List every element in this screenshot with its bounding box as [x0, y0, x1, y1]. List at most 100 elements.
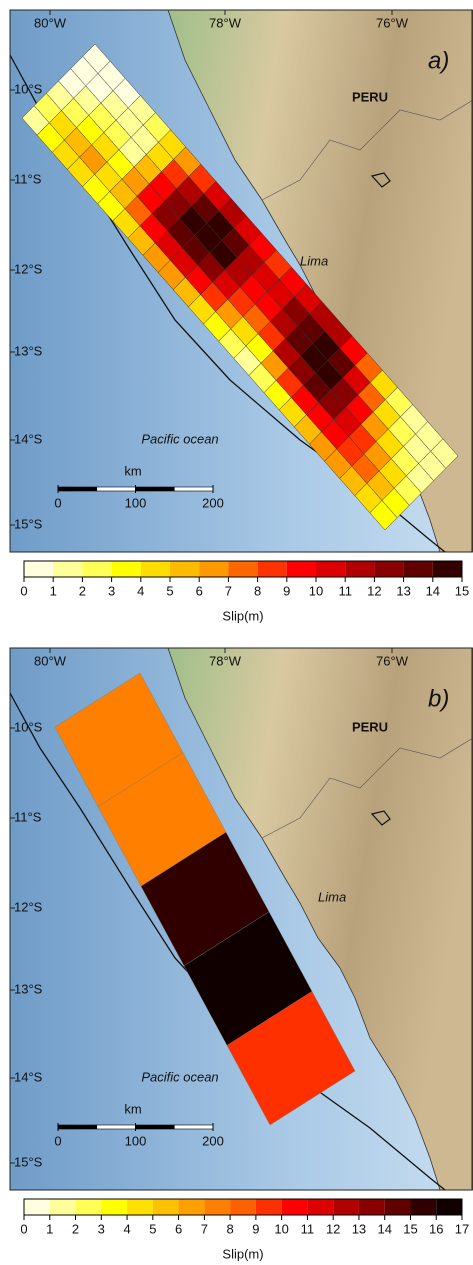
scale-segment [97, 487, 136, 491]
colorbar-segment [179, 1199, 205, 1215]
colorbar-tick-label: 17 [455, 1221, 469, 1236]
colorbar-tick-label: 1 [46, 1221, 53, 1236]
colorbar-tick-label: 10 [309, 583, 323, 598]
scale-label: 200 [202, 495, 224, 510]
colorbar-segment [204, 1199, 230, 1215]
lon-label: 80°W [34, 15, 67, 30]
colorbar-segment [112, 561, 141, 577]
ocean-label: Pacific ocean [141, 431, 218, 446]
colorbar-segment [258, 561, 287, 577]
scale-label: 200 [202, 1133, 224, 1148]
ocean-label: Pacific ocean [141, 1069, 218, 1084]
lat-label: 15°S [14, 1154, 43, 1169]
colorbar-segment [53, 561, 82, 577]
colorbar-segment [359, 1199, 385, 1215]
lat-label: 14°S [14, 431, 43, 446]
colorbar-segment [385, 1199, 411, 1215]
colorbar-tick-label: 8 [227, 1221, 234, 1236]
scale-label: 100 [125, 1133, 147, 1148]
colorbar-segment [316, 561, 345, 577]
colorbar-segment [230, 1199, 256, 1215]
colorbar-segment [153, 1199, 179, 1215]
scale-label: 100 [125, 495, 147, 510]
scale-label: 0 [54, 495, 61, 510]
colorbar-segment [76, 1199, 102, 1215]
scale-segment [97, 1125, 136, 1129]
scale-segment [58, 487, 97, 491]
colorbar-tick-label: 14 [426, 583, 440, 598]
city-label: Lima [318, 889, 346, 904]
colorbar-tick-label: 4 [123, 1221, 130, 1236]
colorbar-segment [333, 1199, 359, 1215]
scale-unit: km [124, 1101, 141, 1116]
panel-label: a) [428, 47, 449, 74]
colorbar-tick-label: 0 [20, 1221, 27, 1236]
city-label: Lima [300, 253, 328, 268]
colorbar-segment [199, 561, 228, 577]
colorbar-tick-label: 16 [429, 1221, 443, 1236]
colorbar-segment [436, 1199, 462, 1215]
colorbar-segment [410, 1199, 436, 1215]
lat-label: 11°S [14, 171, 42, 186]
colorbar-segment [256, 1199, 282, 1215]
colorbar-tick-label: 11 [338, 583, 352, 598]
colorbar-title: Slip(m) [222, 1246, 263, 1261]
lat-label: 10°S [14, 81, 43, 96]
scale-segment [58, 1125, 97, 1129]
colorbar-tick-label: 2 [72, 1221, 79, 1236]
scale-segment [136, 487, 175, 491]
figure: 80°W 78°W 76°W 10°S 11°S 12°S 13°S 14°S 15°S a) PE… [0, 0, 473, 1265]
colorbar-segment [50, 1199, 76, 1215]
colorbar-tick-label: 2 [79, 583, 86, 598]
scale-unit: km [124, 463, 141, 478]
lat-label: 13°S [14, 981, 43, 996]
colorbar-segment [228, 561, 257, 577]
colorbar-tick-label: 8 [254, 583, 261, 598]
colorbar-tick-label: 6 [196, 583, 203, 598]
colorbar-tick-label: 9 [252, 1221, 259, 1236]
colorbar-segment [24, 561, 53, 577]
colorbar-tick-label: 4 [137, 583, 144, 598]
colorbar-segment [82, 561, 111, 577]
colorbar-tick-label: 5 [149, 1221, 156, 1236]
colorbar-tick-label: 6 [175, 1221, 182, 1236]
scale-label: 0 [54, 1133, 61, 1148]
country-label: PERU [352, 719, 388, 734]
colorbar-segment [170, 561, 199, 577]
colorbar-tick-label: 11 [301, 1221, 315, 1236]
colorbar-segment [433, 561, 462, 577]
colorbar-segment [141, 561, 170, 577]
lat-label: 12°S [14, 261, 43, 276]
scale-segment [174, 487, 213, 491]
colorbar-tick-label: 12 [367, 583, 381, 598]
lat-label: 12°S [14, 899, 43, 914]
scale-segment [136, 1125, 175, 1129]
colorbar-tick-label: 1 [50, 583, 57, 598]
colorbar-tick-label: 5 [166, 583, 173, 598]
lat-label: 13°S [14, 343, 43, 358]
colorbar-segment [24, 1199, 50, 1215]
colorbar-tick-label: 13 [396, 583, 410, 598]
colorbar-tick-label: 7 [225, 583, 232, 598]
lon-label: 76°W [376, 15, 409, 30]
colorbar-title: Slip(m) [222, 608, 263, 623]
lon-label: 78°W [209, 653, 242, 668]
lat-label: 10°S [14, 719, 43, 734]
colorbar-tick-label: 7 [201, 1221, 208, 1236]
colorbar-tick-label: 14 [377, 1221, 391, 1236]
lon-label: 80°W [34, 653, 67, 668]
lon-label: 76°W [376, 653, 409, 668]
scale-segment [174, 1125, 213, 1129]
panel-label: b) [428, 685, 449, 712]
colorbar-tick-label: 3 [98, 1221, 105, 1236]
colorbar-tick-label: 10 [274, 1221, 288, 1236]
country-label: PERU [352, 89, 388, 104]
lat-label: 11°S [14, 809, 42, 824]
colorbar-tick-label: 15 [403, 1221, 417, 1236]
colorbar-segment [307, 1199, 333, 1215]
colorbar-tick-label: 3 [108, 583, 115, 598]
colorbar-segment [287, 561, 316, 577]
colorbar-tick-label: 9 [283, 583, 290, 598]
